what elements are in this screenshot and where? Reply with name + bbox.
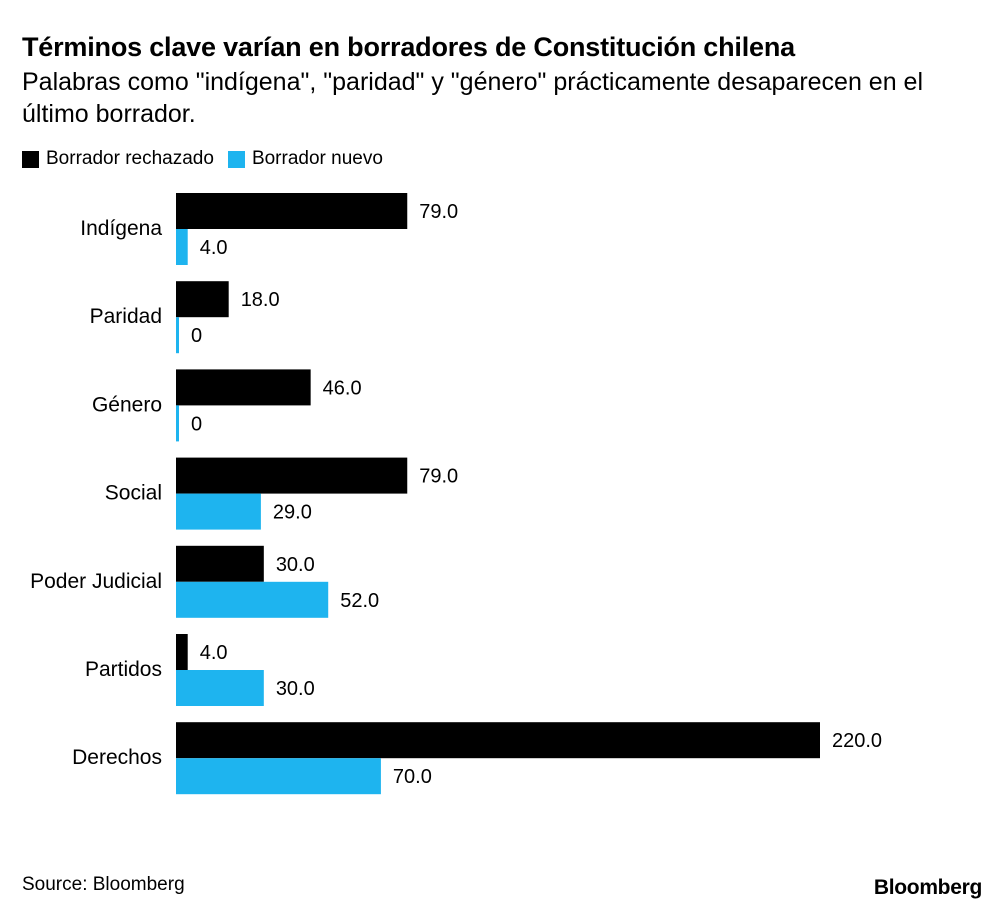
bar-derechos-rechazado (176, 722, 820, 759)
data-label-derechos-nuevo: 70.0 (393, 766, 432, 788)
legend-item-rechazado: Borrador rechazado (22, 148, 214, 170)
data-label-poder-judicial-rechazado: 30.0 (276, 554, 315, 576)
legend-label-nuevo: Borrador nuevo (251, 148, 383, 169)
data-label-social-nuevo: 29.0 (273, 502, 312, 524)
category-label-social: Social (105, 482, 162, 505)
legend-item-nuevo: Borrador nuevo (227, 148, 383, 170)
data-label-paridad-rechazado: 18.0 (241, 289, 280, 311)
data-label-derechos-rechazado: 220.0 (832, 730, 882, 752)
data-label-genero-rechazado: 46.0 (323, 377, 362, 399)
legend-label-rechazado: Borrador rechazado (46, 148, 214, 169)
legend-swatch-rechazado (22, 150, 39, 168)
data-label-partidos-nuevo: 30.0 (276, 678, 315, 700)
chart-subtitle: Palabras como "indígena", "paridad" y "g… (22, 68, 924, 128)
data-label-partidos-rechazado: 4.0 (200, 642, 228, 664)
bar-partidos-rechazado (176, 634, 188, 670)
bar-genero-nuevo (176, 405, 179, 442)
category-label-genero: Género (92, 393, 162, 416)
category-label-partidos: Partidos (85, 658, 162, 681)
source-note: Source: Bloomberg (22, 874, 185, 895)
data-label-paridad-nuevo: 0 (191, 325, 202, 347)
data-label-poder-judicial-nuevo: 52.0 (340, 590, 379, 612)
bar-poder-judicial-nuevo (176, 581, 329, 618)
bar-genero-rechazado (176, 369, 311, 406)
bar-paridad-rechazado (176, 281, 229, 318)
legend-swatch-nuevo (227, 150, 245, 168)
bar-social-rechazado (176, 457, 408, 494)
data-label-social-rechazado: 79.0 (419, 466, 458, 488)
bar-poder-judicial-rechazado (176, 545, 264, 582)
bar-indigena-rechazado (176, 193, 408, 229)
bar-paridad-nuevo (176, 317, 179, 354)
bar-indigena-nuevo (176, 229, 188, 265)
category-label-paridad: Paridad (90, 305, 162, 328)
chart-title: Términos clave varían en borradores de C… (22, 32, 795, 62)
category-label-indigena: Indígena (80, 217, 162, 240)
legend: Borrador rechazado Borrador nuevo (22, 146, 397, 172)
category-label-derechos: Derechos (72, 746, 162, 769)
bar-social-nuevo (176, 493, 261, 530)
data-label-genero-nuevo: 0 (191, 413, 202, 435)
data-label-indigena-nuevo: 4.0 (200, 237, 228, 259)
category-label-poder-judicial: Poder Judicial (30, 570, 162, 593)
bloomberg-logo: Bloomberg (873, 876, 982, 899)
data-label-indigena-rechazado: 79.0 (419, 201, 458, 223)
bar-derechos-nuevo (176, 758, 381, 795)
bar-partidos-nuevo (176, 670, 264, 706)
